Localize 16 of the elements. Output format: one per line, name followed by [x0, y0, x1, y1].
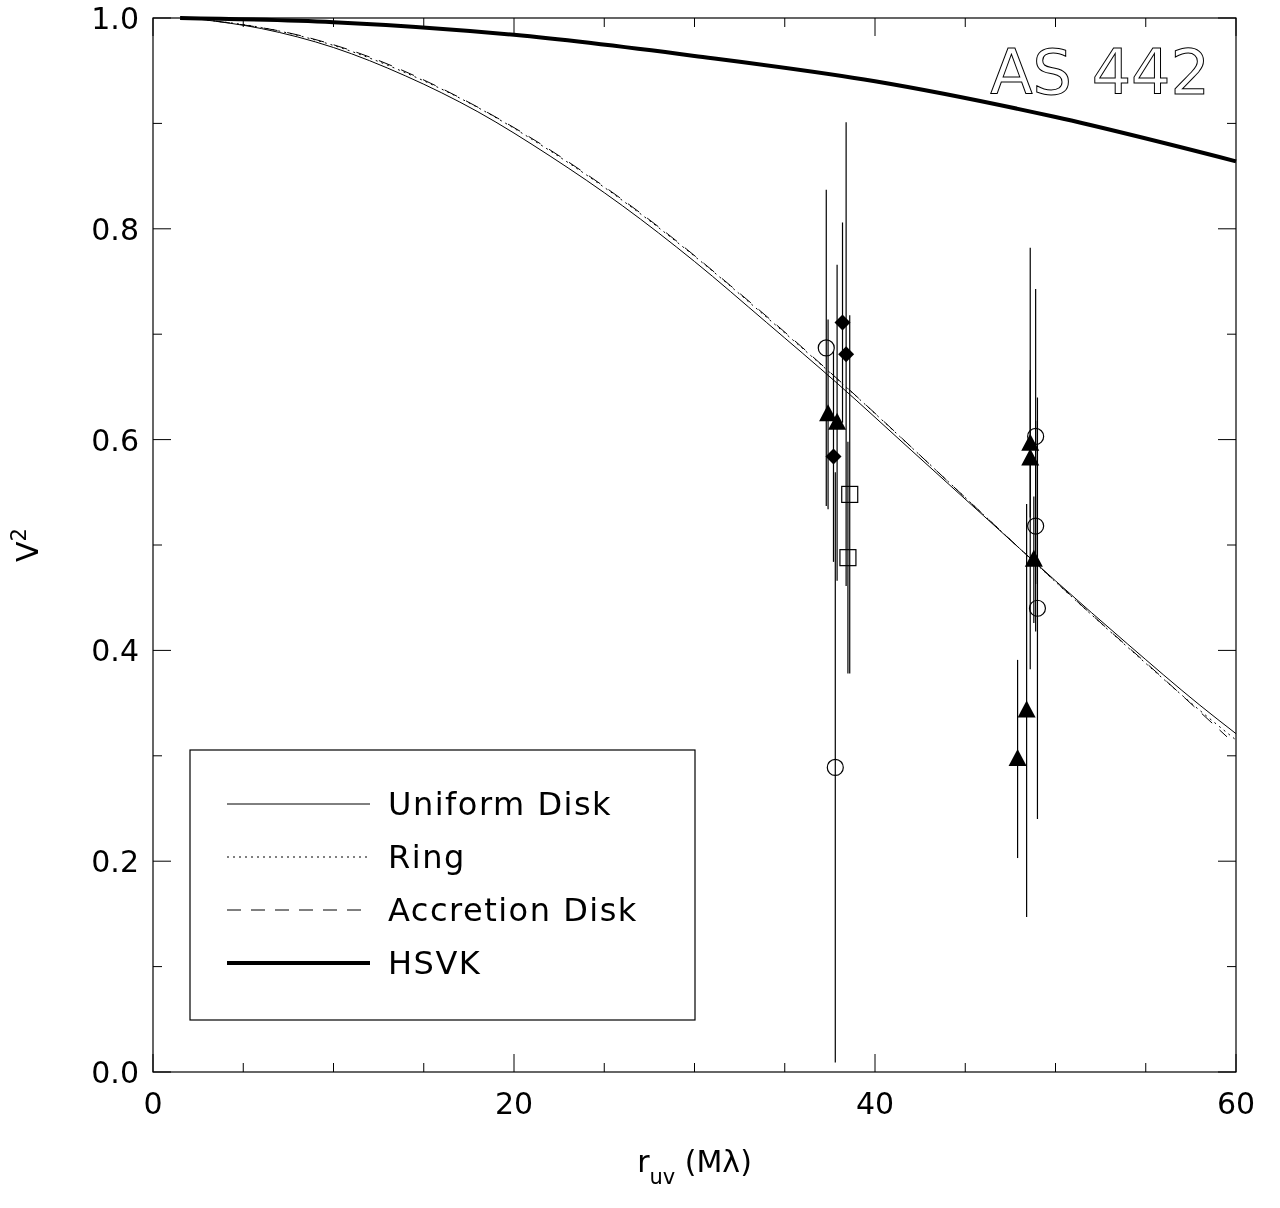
x-tick-label: 0 [143, 1086, 163, 1121]
chart-title: AS 442 [990, 36, 1210, 109]
legend-label: Uniform Disk [388, 785, 613, 823]
legend-label: Ring [388, 838, 466, 876]
legend-label: HSVK [388, 944, 482, 982]
x-tick-label: 20 [494, 1086, 534, 1121]
x-axis-title: r$_{uv}$ (Mλ) [637, 1144, 752, 1189]
y-tick-label: 1.0 [91, 1, 139, 36]
y-tick-label: 0.4 [91, 633, 139, 669]
x-tick-label: 40 [855, 1086, 895, 1121]
y-tick-label: 0.2 [91, 844, 139, 880]
y-tick-label: 0.6 [91, 422, 139, 458]
y-tick-label: 0.8 [91, 211, 139, 247]
x-tick-label: 60 [1216, 1086, 1256, 1121]
legend-label: Accretion Disk [388, 891, 638, 929]
y-tick-label: 0.0 [91, 1055, 139, 1090]
